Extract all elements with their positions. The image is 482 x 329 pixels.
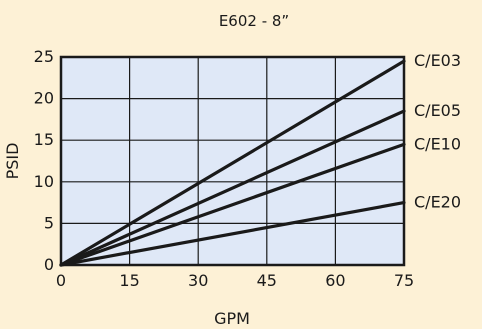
series-label-1: C/E05	[414, 101, 461, 120]
chart-title: E602 - 8”	[219, 12, 289, 30]
y-axis-label: PSID	[3, 143, 22, 180]
x-tick-label-1: 15	[119, 271, 139, 290]
grid-lines	[61, 57, 404, 265]
y-tick-label-5: 25	[34, 47, 54, 66]
series-labels: C/E03 C/E05 C/E10 C/E20	[414, 51, 461, 211]
x-axis-label: GPM	[214, 309, 250, 328]
series-line-3	[59, 201, 406, 267]
series-lines	[59, 59, 406, 267]
tick-labels: 0 15 30 45 60 75 0 5 10 15 20 25	[34, 47, 415, 290]
x-tick-label-3: 45	[257, 271, 277, 290]
series-line-1	[59, 109, 406, 267]
x-tick-label-4: 60	[325, 271, 345, 290]
plot-frame	[59, 55, 406, 267]
y-tick-label-3: 15	[34, 130, 54, 149]
x-tick-label-0: 0	[56, 271, 66, 290]
series-label-3: C/E20	[414, 193, 461, 212]
series-label-2: C/E10	[414, 134, 461, 153]
x-tick-label-5: 75	[394, 271, 414, 290]
x-tick-label-2: 30	[188, 271, 208, 290]
y-tick-label-2: 10	[34, 172, 54, 191]
y-tick-label-1: 5	[44, 213, 54, 232]
y-tick-label-4: 20	[34, 89, 54, 108]
series-line-0	[59, 59, 406, 267]
series-line-2	[59, 142, 406, 267]
series-label-0: C/E03	[414, 51, 461, 70]
y-tick-label-0: 0	[44, 255, 54, 274]
